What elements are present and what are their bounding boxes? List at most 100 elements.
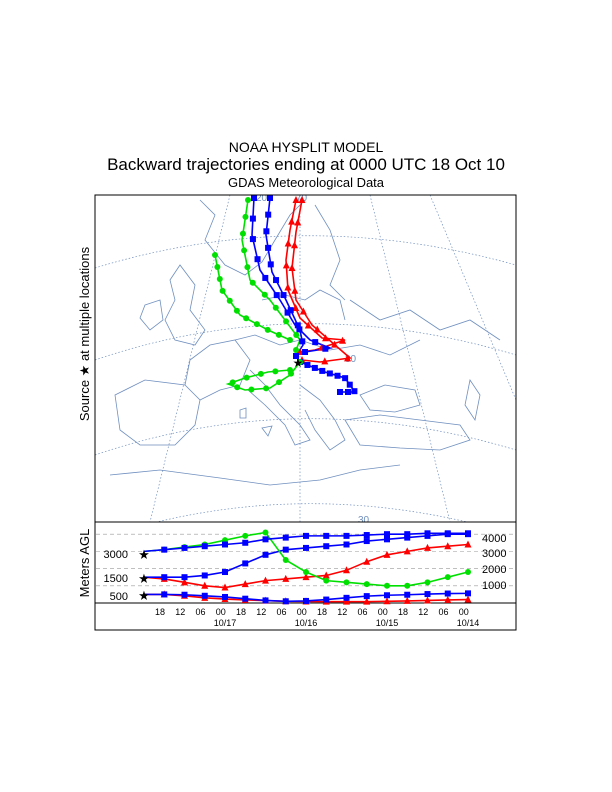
map-trajectory-point bbox=[311, 364, 318, 371]
coastline-finland bbox=[314, 204, 346, 301]
profile-point bbox=[464, 595, 472, 603]
map-trajectory-point bbox=[284, 283, 292, 291]
map-trajectory-point bbox=[322, 334, 330, 342]
profile-frame bbox=[94, 521, 517, 631]
profile-point bbox=[262, 529, 269, 536]
map-trajectory-point bbox=[243, 374, 250, 381]
profile-point bbox=[242, 560, 249, 567]
map-trajectory-point bbox=[263, 228, 270, 235]
coastline-britain bbox=[164, 264, 206, 346]
profile-point bbox=[424, 543, 431, 551]
map-trajectory-point bbox=[331, 340, 339, 348]
date-label: 10/16 bbox=[295, 618, 318, 628]
date-labels: 10/17 10/16 10/15 10/14 bbox=[214, 618, 480, 628]
map-trajectory-point bbox=[265, 244, 272, 251]
profile-point bbox=[221, 583, 229, 591]
right-axis-tick: 2000 bbox=[482, 564, 506, 576]
graticule-line bbox=[155, 503, 469, 522]
profile-point bbox=[343, 541, 350, 548]
map-trajectory-point bbox=[304, 361, 311, 368]
profile-point bbox=[282, 546, 289, 553]
start-star-icon: ★ bbox=[138, 547, 150, 562]
start-star-icon: ★ bbox=[138, 571, 150, 586]
profile-point bbox=[384, 536, 390, 543]
profile-point bbox=[242, 539, 249, 546]
profile-point bbox=[404, 531, 411, 538]
coastline-italy bbox=[247, 369, 311, 446]
profile-point bbox=[161, 574, 168, 581]
profile-point bbox=[161, 546, 168, 553]
profile-point bbox=[465, 590, 471, 597]
graticule-line bbox=[369, 195, 451, 522]
profile-point bbox=[323, 596, 330, 603]
map-trajectory-point bbox=[214, 264, 221, 271]
date-label: 10/15 bbox=[376, 618, 399, 628]
hour-tick-label: 12 bbox=[337, 607, 347, 617]
start-height-label: 500 bbox=[110, 591, 128, 603]
profile-point bbox=[201, 543, 208, 550]
map-trajectory-point bbox=[294, 218, 302, 226]
coastline-balkans bbox=[299, 384, 346, 451]
map-ylabel: Source ★ at multiple locations bbox=[77, 246, 92, 421]
map-trajectory-point bbox=[249, 236, 256, 243]
map-trajectory-point bbox=[251, 195, 257, 201]
profile-point bbox=[343, 597, 350, 605]
map-trajectory-point bbox=[287, 337, 293, 343]
map-grid-label: 20 bbox=[256, 193, 268, 204]
profile-point bbox=[464, 540, 472, 548]
hour-tick-label: 00 bbox=[297, 607, 307, 617]
map-trajectory-point bbox=[272, 368, 279, 375]
map-trajectory-point bbox=[226, 297, 233, 304]
map-trajectory-point bbox=[276, 379, 283, 386]
hour-tick-label: 06 bbox=[438, 607, 448, 617]
map-trajectory-point bbox=[292, 196, 300, 203]
start-height-label: 1500 bbox=[104, 573, 128, 585]
profile-point bbox=[262, 597, 269, 604]
profile-point bbox=[363, 593, 370, 600]
map-trajectory-point bbox=[243, 315, 250, 322]
profile-point bbox=[384, 582, 390, 589]
profile-point bbox=[343, 594, 350, 601]
map-frame bbox=[94, 194, 517, 523]
profile-point bbox=[262, 576, 269, 584]
map-trajectory-point bbox=[297, 359, 303, 365]
profile-point bbox=[404, 582, 411, 589]
profile-point bbox=[424, 591, 431, 598]
profile-point bbox=[465, 530, 471, 537]
hour-tick-label: 18 bbox=[398, 607, 408, 617]
profile-point bbox=[201, 581, 209, 589]
profile-point bbox=[363, 538, 370, 545]
profile-point bbox=[323, 577, 330, 584]
start-star-icon: ★ bbox=[138, 588, 150, 603]
map-trajectory-point bbox=[244, 264, 251, 271]
map-trajectory-point bbox=[249, 215, 256, 222]
map-trajectory-point bbox=[322, 345, 329, 352]
profile-point bbox=[303, 569, 309, 576]
coastline-ireland bbox=[139, 299, 164, 331]
coastline-turkey bbox=[344, 414, 471, 451]
hour-tick-label: 12 bbox=[256, 607, 266, 617]
profile-point bbox=[424, 530, 431, 537]
profile-point bbox=[343, 532, 350, 539]
map-trajectory-point bbox=[313, 325, 321, 333]
chart-subtitle: Backward trajectories ending at 0000 UTC… bbox=[107, 155, 505, 174]
hour-tick-label: 18 bbox=[155, 607, 165, 617]
map-trajectory-markers bbox=[212, 195, 358, 395]
map-trajectory-point bbox=[216, 276, 223, 283]
profile-point bbox=[444, 574, 451, 581]
profile-point bbox=[404, 591, 411, 598]
hour-tick-label: 00 bbox=[459, 607, 469, 617]
profile-point bbox=[222, 593, 228, 600]
profile-point bbox=[363, 581, 370, 588]
map-trajectory-point bbox=[245, 197, 251, 203]
right-axis: 4000 3000 2000 1000 bbox=[482, 533, 506, 592]
coastline-scandinavia bbox=[199, 199, 306, 276]
profile-point bbox=[384, 531, 390, 538]
map-trajectory-point bbox=[261, 291, 268, 298]
profile-point bbox=[465, 569, 471, 576]
coastline-france bbox=[184, 339, 251, 401]
map-trajectory-point bbox=[298, 196, 306, 203]
map-trajectory-point bbox=[273, 292, 280, 299]
map-trajectory-point bbox=[234, 384, 241, 391]
